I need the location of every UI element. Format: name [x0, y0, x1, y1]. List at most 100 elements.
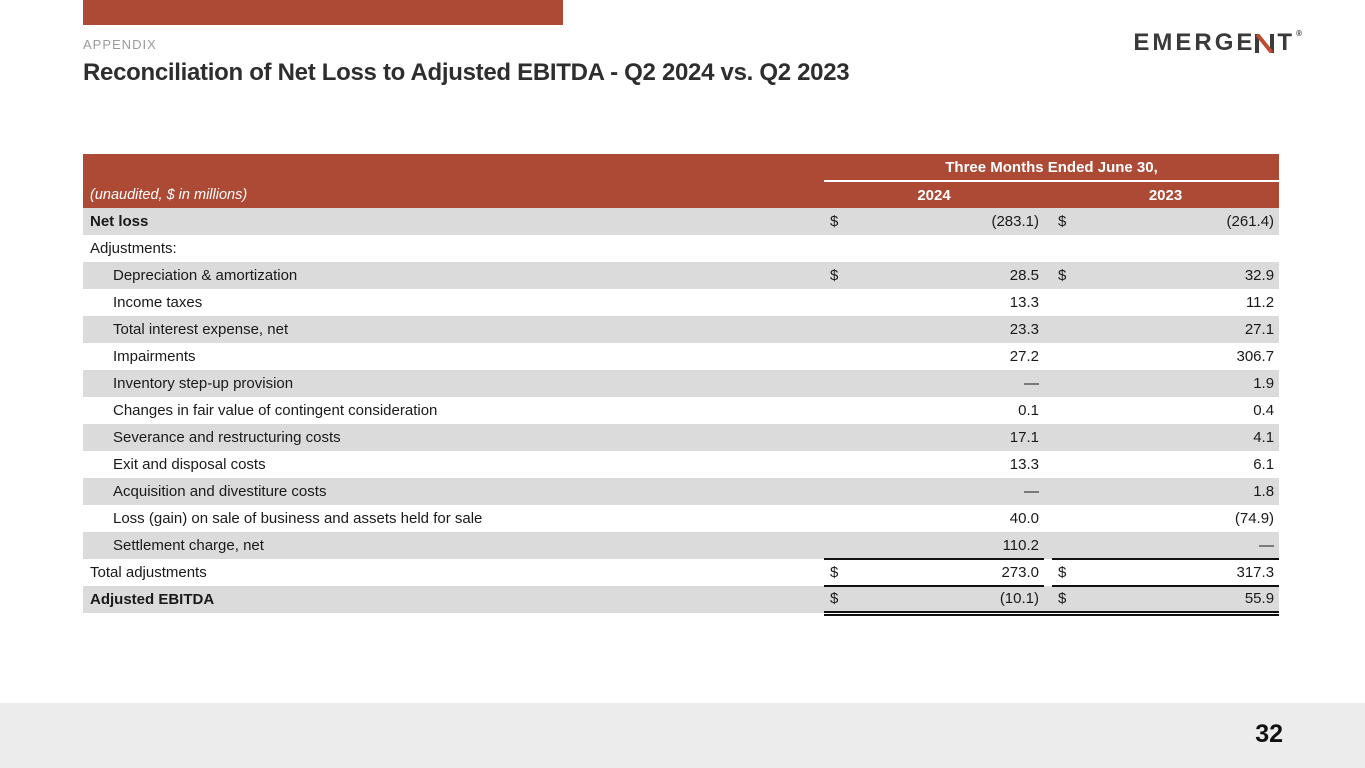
table-row: Income taxes 13.3 11.2: [83, 289, 1280, 316]
value-2023: (261.4): [1226, 213, 1275, 230]
value-2024: —: [1024, 483, 1039, 500]
dollar-sign-2023: [1052, 505, 1080, 532]
row-label: Settlement charge, net: [113, 537, 264, 554]
value-2024: 0.1: [1018, 402, 1039, 419]
dollar-sign-2023: [1052, 532, 1080, 559]
dollar-sign-2024: $: [824, 558, 854, 586]
dollar-sign-2024: [824, 532, 854, 559]
value-2024: 110.2: [1002, 536, 1039, 554]
dollar-sign-2023: $: [1052, 585, 1080, 616]
group-header: Three Months Ended June 30,: [824, 154, 1280, 182]
table-column-header-row: (unaudited, $ in millions) 2024 2023: [83, 181, 1280, 208]
dollar-sign-2024: $: [830, 213, 839, 230]
column-gap: [1044, 559, 1052, 586]
value-2024: 13.3: [1009, 456, 1039, 473]
dollar-sign-2023: $: [1058, 267, 1067, 284]
unaudited-note: (unaudited, $ in millions): [83, 181, 824, 208]
dollar-sign-2023: [1052, 370, 1080, 397]
value-2023: 1.8: [1253, 483, 1275, 500]
table-row: Exit and disposal costs 13.3 6.1: [83, 451, 1280, 478]
value-2023: 4.1: [1253, 429, 1275, 446]
row-label: Income taxes: [113, 294, 203, 311]
logo-text-post: T: [1277, 29, 1296, 56]
appendix-label: APPENDIX: [83, 37, 157, 52]
value-2023: 317.3: [1080, 558, 1280, 586]
row-label: Impairments: [113, 348, 196, 365]
row-label: Total interest expense, net: [113, 321, 289, 338]
column-gap: [1044, 316, 1052, 343]
dollar-sign-2023: [1052, 289, 1080, 316]
dollar-sign-2023: [1052, 316, 1080, 343]
value-2023: (74.9): [1234, 510, 1275, 527]
column-gap: [1044, 235, 1052, 262]
value-2024: 40.0: [1009, 510, 1039, 527]
dollar-sign-2024: [824, 235, 854, 262]
column-header-2023: 2023: [1052, 181, 1280, 208]
column-gap: [1044, 289, 1052, 316]
dollar-sign-2024: [824, 505, 854, 532]
row-label: Adjustments:: [90, 240, 177, 257]
table-row: Severance and restructuring costs 17.1 4…: [83, 424, 1280, 451]
value-2024: 28.5: [1009, 267, 1039, 284]
column-gap: [1044, 451, 1052, 478]
column-gap: [1044, 343, 1052, 370]
value-2024: —: [1024, 375, 1039, 392]
table-row: Loss (gain) on sale of business and asse…: [83, 505, 1280, 532]
dollar-sign-2024: [824, 478, 854, 505]
emergent-logo: EMERGE T ®: [1133, 29, 1305, 57]
column-gap: [1044, 424, 1052, 451]
dollar-sign-2024: [824, 316, 854, 343]
table-row: Inventory step-up provision — 1.9: [83, 370, 1280, 397]
row-label: Exit and disposal costs: [113, 456, 266, 473]
table-row: Adjustments:: [83, 235, 1280, 262]
value-2023: 55.9: [1080, 585, 1280, 616]
value-2024: [854, 235, 1044, 262]
table-row: Total interest expense, net 23.3 27.1: [83, 316, 1280, 343]
table-row: Acquisition and divestiture costs — 1.8: [83, 478, 1280, 505]
column-gap: [1044, 505, 1052, 532]
value-2023: 1.9: [1253, 375, 1275, 392]
value-2024: 13.3: [1009, 294, 1039, 311]
column-gap: [1044, 181, 1052, 208]
dollar-sign-2023: [1052, 451, 1080, 478]
dollar-sign-2024: [824, 451, 854, 478]
row-label: Changes in fair value of contingent cons…: [113, 402, 438, 419]
footer-band: 32: [0, 703, 1365, 768]
table-row: Depreciation & amortization $ 28.5 $ 32.…: [83, 262, 1280, 289]
value-2023: 32.9: [1244, 267, 1275, 284]
value-2024: 23.3: [1009, 321, 1039, 338]
row-label: Depreciation & amortization: [113, 267, 298, 284]
row-label: Loss (gain) on sale of business and asse…: [113, 510, 483, 527]
value-2023: —: [1259, 536, 1275, 554]
dollar-sign-2023: [1052, 478, 1080, 505]
value-2024: 17.1: [1009, 429, 1039, 446]
column-gap: [1044, 208, 1052, 235]
value-2023: 6.1: [1253, 456, 1275, 473]
dollar-sign-2024: $: [830, 267, 839, 284]
table-row: Impairments 27.2 306.7: [83, 343, 1280, 370]
table-row: Total adjustments $ 273.0 $ 317.3: [83, 558, 1280, 586]
row-label: Net loss: [90, 213, 149, 230]
dollar-sign-2023: [1052, 235, 1080, 262]
dollar-sign-2024: [824, 370, 854, 397]
header-spacer-cell: [83, 154, 824, 181]
table-row: Net loss $ (283.1) $ (261.4): [83, 208, 1280, 235]
dollar-sign-2024: $: [824, 585, 854, 616]
dollar-sign-2024: [824, 424, 854, 451]
value-2023: 27.1: [1244, 321, 1275, 338]
row-label: Inventory step-up provision: [113, 375, 294, 392]
value-2024: (10.1): [854, 585, 1044, 616]
dollar-sign-2024: [824, 343, 854, 370]
table-body: Net loss $ (283.1) $ (261.4) Adjustments…: [83, 208, 1280, 616]
page-title: Reconciliation of Net Loss to Adjusted E…: [83, 59, 850, 86]
dollar-sign-2023: [1052, 397, 1080, 424]
column-gap: [1044, 586, 1052, 616]
table-row: Changes in fair value of contingent cons…: [83, 397, 1280, 424]
column-gap: [1044, 370, 1052, 397]
logo-text-pre: EMERGE: [1133, 29, 1256, 56]
dollar-sign-2023: $: [1052, 558, 1080, 586]
value-2024: (283.1): [991, 213, 1039, 230]
row-label: Acquisition and divestiture costs: [113, 483, 327, 500]
value-2024: 273.0: [854, 558, 1044, 586]
dollar-sign-2023: [1052, 343, 1080, 370]
